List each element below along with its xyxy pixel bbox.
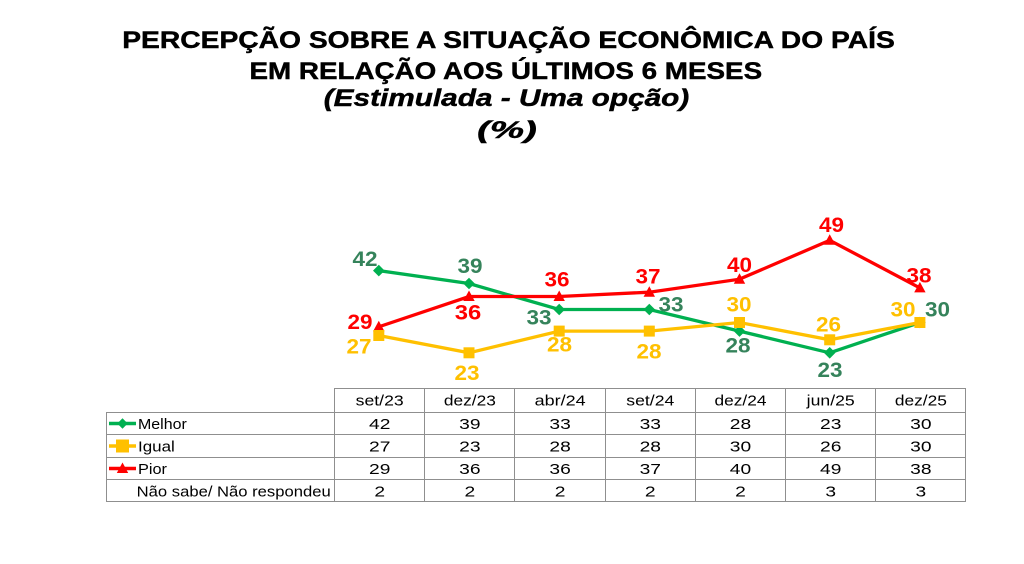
svg-text:2: 2	[735, 483, 746, 500]
svg-text:27: 27	[369, 439, 390, 456]
svg-text:Melhor: Melhor	[138, 416, 187, 433]
svg-text:jun/25: jun/25	[806, 393, 855, 410]
svg-text:28: 28	[726, 335, 751, 358]
svg-text:2: 2	[555, 483, 566, 500]
svg-text:36: 36	[545, 269, 570, 292]
svg-text:28: 28	[730, 416, 751, 433]
svg-text:38: 38	[910, 461, 931, 478]
svg-text:set/24: set/24	[626, 393, 674, 410]
svg-text:23: 23	[818, 359, 843, 382]
svg-text:36: 36	[455, 302, 482, 325]
svg-text:dez/25: dez/25	[895, 393, 947, 410]
svg-text:abr/24: abr/24	[535, 393, 586, 410]
svg-text:28: 28	[637, 341, 662, 364]
svg-text:28: 28	[640, 439, 661, 456]
svg-text:37: 37	[636, 266, 661, 289]
svg-text:Igual: Igual	[138, 439, 175, 456]
svg-text:33: 33	[659, 294, 684, 317]
svg-text:2: 2	[465, 483, 476, 500]
svg-text:42: 42	[369, 416, 390, 433]
svg-text:33: 33	[527, 307, 552, 330]
svg-text:29: 29	[348, 311, 373, 334]
svg-text:28: 28	[547, 334, 572, 357]
svg-text:dez/23: dez/23	[444, 393, 496, 410]
svg-text:30: 30	[910, 416, 931, 433]
svg-text:Pior: Pior	[138, 461, 167, 478]
svg-text:23: 23	[455, 362, 480, 385]
svg-text:36: 36	[459, 461, 480, 478]
svg-text:33: 33	[640, 416, 661, 433]
svg-text:37: 37	[640, 461, 661, 478]
svg-text:38: 38	[907, 265, 932, 288]
svg-text:23: 23	[820, 416, 841, 433]
svg-text:29: 29	[369, 461, 390, 478]
svg-text:Não sabe/ Não respondeu: Não sabe/ Não respondeu	[137, 483, 331, 500]
svg-text:49: 49	[819, 214, 844, 237]
svg-text:30: 30	[910, 439, 931, 456]
svg-text:2: 2	[374, 483, 385, 500]
svg-text:30: 30	[925, 299, 950, 322]
svg-text:40: 40	[730, 461, 751, 478]
svg-text:28: 28	[549, 439, 570, 456]
svg-text:26: 26	[816, 314, 841, 337]
svg-text:27: 27	[347, 336, 372, 359]
svg-text:30: 30	[727, 294, 752, 317]
svg-text:39: 39	[458, 255, 483, 278]
svg-text:30: 30	[730, 439, 751, 456]
svg-text:set/23: set/23	[356, 393, 404, 410]
svg-text:39: 39	[459, 416, 480, 433]
svg-text:26: 26	[820, 439, 841, 456]
svg-text:36: 36	[549, 461, 570, 478]
svg-text:30: 30	[891, 299, 916, 322]
svg-text:3: 3	[825, 483, 836, 500]
svg-text:2: 2	[645, 483, 656, 500]
svg-text:42: 42	[353, 248, 378, 271]
svg-text:33: 33	[549, 416, 570, 433]
svg-text:40: 40	[727, 254, 752, 277]
svg-text:3: 3	[916, 483, 927, 500]
svg-text:23: 23	[459, 439, 480, 456]
svg-text:dez/24: dez/24	[715, 393, 767, 410]
svg-text:49: 49	[820, 461, 841, 478]
